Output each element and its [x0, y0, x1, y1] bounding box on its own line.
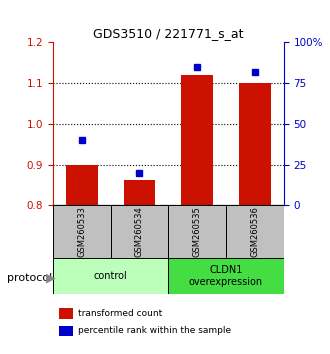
Bar — [226, 205, 284, 258]
Text: GSM260536: GSM260536 — [250, 206, 259, 257]
Bar — [53, 205, 111, 258]
Bar — [59, 308, 73, 319]
Title: GDS3510 / 221771_s_at: GDS3510 / 221771_s_at — [93, 27, 244, 40]
Text: GSM260533: GSM260533 — [77, 206, 86, 257]
Bar — [66, 165, 98, 205]
Bar — [123, 180, 155, 205]
Bar — [53, 258, 168, 294]
Text: protocol: protocol — [7, 273, 52, 283]
Bar — [111, 205, 168, 258]
Text: percentile rank within the sample: percentile rank within the sample — [78, 326, 231, 336]
Bar — [181, 75, 213, 205]
Text: GSM260535: GSM260535 — [193, 206, 202, 257]
Text: transformed count: transformed count — [78, 309, 162, 318]
Text: GSM260534: GSM260534 — [135, 206, 144, 257]
Bar — [168, 205, 226, 258]
Bar — [59, 326, 73, 336]
Text: control: control — [94, 271, 127, 281]
Text: CLDN1
overexpression: CLDN1 overexpression — [189, 265, 263, 287]
Text: ▶: ▶ — [46, 272, 56, 284]
Bar — [239, 83, 271, 205]
Bar — [168, 258, 284, 294]
